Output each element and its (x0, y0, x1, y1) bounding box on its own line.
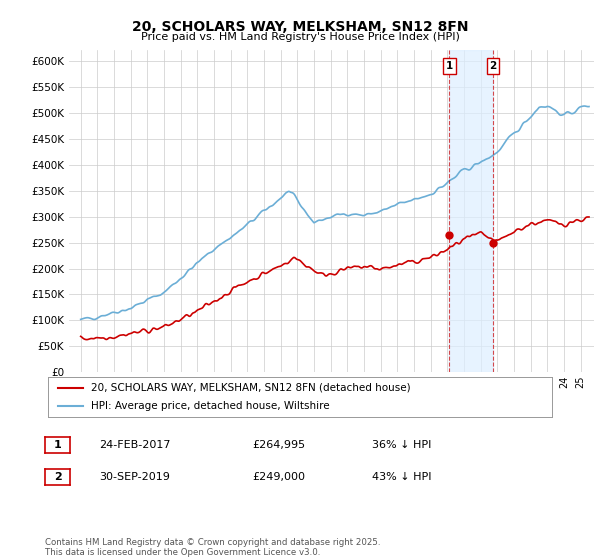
Text: 20, SCHOLARS WAY, MELKSHAM, SN12 8FN (detached house): 20, SCHOLARS WAY, MELKSHAM, SN12 8FN (de… (91, 383, 410, 393)
Bar (449, 50, 493, 372)
Text: 36% ↓ HPI: 36% ↓ HPI (372, 440, 431, 450)
Text: 24-FEB-2017: 24-FEB-2017 (99, 440, 170, 450)
Text: 1: 1 (446, 61, 453, 71)
Text: 2: 2 (54, 472, 61, 482)
Text: 1: 1 (54, 440, 61, 450)
Text: 20, SCHOLARS WAY, MELKSHAM, SN12 8FN: 20, SCHOLARS WAY, MELKSHAM, SN12 8FN (132, 20, 468, 34)
Text: £249,000: £249,000 (252, 472, 305, 482)
Text: HPI: Average price, detached house, Wiltshire: HPI: Average price, detached house, Wilt… (91, 402, 329, 411)
Text: 2: 2 (490, 61, 497, 71)
Text: Price paid vs. HM Land Registry's House Price Index (HPI): Price paid vs. HM Land Registry's House … (140, 32, 460, 43)
Text: Contains HM Land Registry data © Crown copyright and database right 2025.
This d: Contains HM Land Registry data © Crown c… (45, 538, 380, 557)
Text: 43% ↓ HPI: 43% ↓ HPI (372, 472, 431, 482)
Text: 30-SEP-2019: 30-SEP-2019 (99, 472, 170, 482)
Text: £264,995: £264,995 (252, 440, 305, 450)
